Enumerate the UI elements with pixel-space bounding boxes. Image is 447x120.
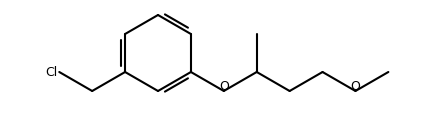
Text: O: O xyxy=(219,80,229,93)
Text: O: O xyxy=(350,80,360,93)
Text: Cl: Cl xyxy=(45,66,57,78)
